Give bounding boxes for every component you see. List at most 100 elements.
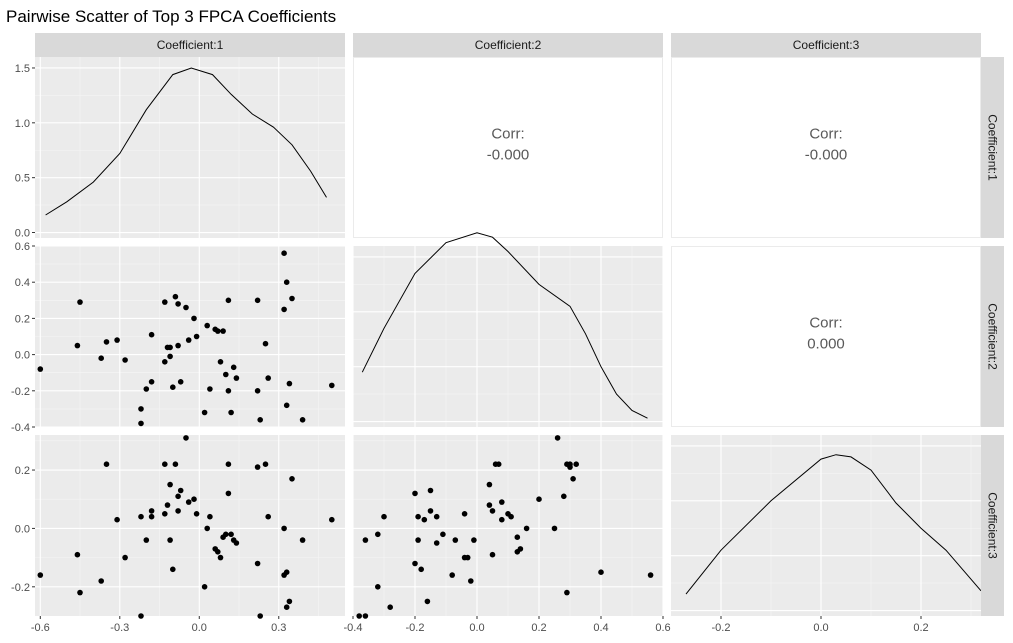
strip-label-top: Coefficient:3 xyxy=(793,38,860,52)
scatter-point xyxy=(570,476,576,482)
scatter-point xyxy=(289,295,295,302)
axes: -0.6 -0.3 0.0 0.3 -0.4 -0.2 0.0 0.2 0.4 0.6 -0.2 0.… xyxy=(11,63,929,634)
scatter-point xyxy=(143,537,150,543)
scatter-point xyxy=(440,531,446,538)
density-curve xyxy=(361,232,648,419)
y-tick-label: 0.0 xyxy=(15,523,30,535)
scatter-point xyxy=(143,386,150,392)
scatter-point xyxy=(427,487,434,494)
scatter-point xyxy=(114,337,120,343)
scatter-point xyxy=(281,250,287,256)
scatter-point xyxy=(167,344,173,351)
correlation-label: Corr: xyxy=(809,126,842,143)
scatter-point xyxy=(175,301,181,307)
scatter-point xyxy=(207,386,213,392)
scatter-point xyxy=(191,315,197,322)
scatter-point xyxy=(329,516,335,523)
strip-label-right: Coefficient:1 xyxy=(986,114,1000,181)
scatter-point xyxy=(191,496,197,503)
scatter-point xyxy=(554,435,561,441)
y-tick-label: 0.4 xyxy=(15,277,30,289)
scatter-point xyxy=(299,537,306,543)
scatter-point xyxy=(647,572,654,578)
scatter-point xyxy=(427,508,434,514)
scatter-point xyxy=(421,516,428,523)
scatter-point xyxy=(505,511,511,517)
x-tick-label: -0.2 xyxy=(712,622,731,634)
scatter-point xyxy=(573,461,579,468)
scatter-point xyxy=(167,353,173,360)
scatter-point xyxy=(281,525,287,532)
panel-background xyxy=(671,435,981,616)
scatter-point xyxy=(283,402,290,409)
scatter-point xyxy=(177,487,184,494)
scatter-point xyxy=(433,540,440,546)
y-tick-label: 1.5 xyxy=(15,63,30,75)
scatter-point xyxy=(138,513,144,520)
y-tick-label: 0.0 xyxy=(15,228,30,240)
scatter-point xyxy=(514,534,521,540)
scatter-point xyxy=(204,322,210,329)
scatter-point xyxy=(148,508,155,514)
scatter-point xyxy=(175,493,181,500)
y-tick-label: -0.2 xyxy=(11,386,30,398)
scatter-point xyxy=(233,375,240,381)
scatter-point xyxy=(424,598,431,605)
scatter-point xyxy=(283,279,290,286)
scatter-point xyxy=(162,299,168,305)
scatter-point xyxy=(375,584,381,590)
scatter-point xyxy=(551,525,558,532)
scatter-point xyxy=(289,476,295,482)
y-tick-label: 0.0 xyxy=(15,350,30,362)
scatter-point xyxy=(228,531,234,538)
y-tick-label: -0.2 xyxy=(11,582,30,594)
scatter-point xyxy=(265,513,272,520)
scatter-point xyxy=(489,551,496,558)
scatter-point xyxy=(257,613,264,619)
scatter-point xyxy=(167,481,173,488)
scatter-point xyxy=(499,499,505,505)
scatter-point xyxy=(281,306,287,313)
scatter-point xyxy=(265,375,272,381)
scatter-point xyxy=(283,604,290,610)
scatter-point xyxy=(567,464,573,470)
scatter-point xyxy=(223,531,229,538)
scatter-point xyxy=(103,461,110,468)
scatter-point xyxy=(148,379,155,385)
scatter-point xyxy=(74,342,81,349)
y-tick-label: 1.0 xyxy=(15,118,30,130)
x-tick-label: 0.0 xyxy=(469,622,484,634)
correlation-value: -0.000 xyxy=(487,147,530,164)
scatter-point xyxy=(175,342,181,349)
scatter-point xyxy=(499,516,505,523)
scatter-point xyxy=(183,435,189,441)
scatter-point xyxy=(201,409,208,416)
scatter-point xyxy=(381,513,387,520)
scatter-point xyxy=(164,502,171,508)
scatter-point xyxy=(138,420,144,427)
scatter-point xyxy=(489,508,496,514)
scatter-point xyxy=(185,499,192,505)
scatter-point xyxy=(162,511,168,517)
scatter-point xyxy=(254,464,261,470)
scatter-point xyxy=(523,525,530,532)
strip-top xyxy=(35,33,345,57)
scatter-point xyxy=(170,384,176,391)
x-tick-label: 0.0 xyxy=(192,622,207,634)
scatter-point xyxy=(471,537,477,543)
scatter-point xyxy=(193,511,200,517)
correlation-label: Corr: xyxy=(491,126,524,143)
scatter-point xyxy=(356,613,363,619)
scatter-point xyxy=(148,331,155,338)
scatter-point xyxy=(299,417,306,423)
scatter-point xyxy=(175,508,181,514)
scatter-point xyxy=(415,537,421,543)
scatter-point xyxy=(103,339,110,345)
scatter-point xyxy=(172,293,179,300)
chart-title: Pairwise Scatter of Top 3 FPCA Coefficie… xyxy=(6,7,336,26)
scatter-point xyxy=(217,359,224,365)
scatter-point xyxy=(486,502,493,508)
y-tick-label: 0.2 xyxy=(15,465,30,477)
strip-right xyxy=(981,246,1004,427)
